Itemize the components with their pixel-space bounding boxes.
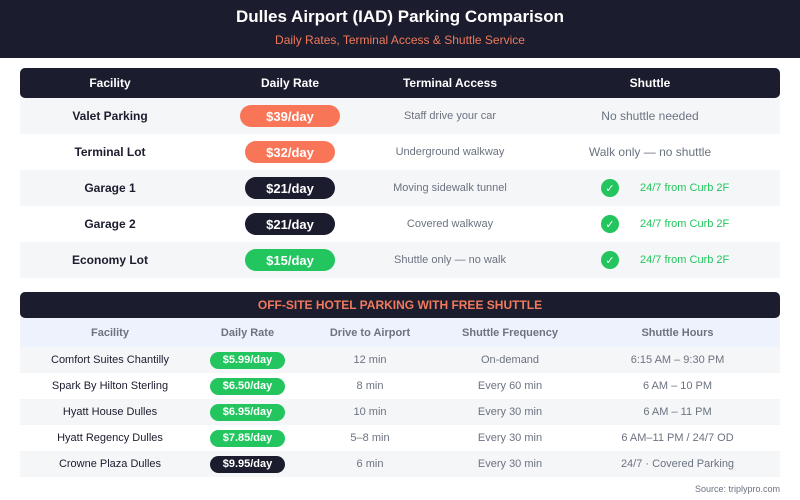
column-header-daily-rate: Daily Rate [260,76,320,90]
column-header-terminal-access: Terminal Access [402,76,498,90]
shuttle-text: 24/7 from Curb 2F [640,254,730,266]
shuttle-text: 24/7 from Curb 2F [640,182,730,194]
check-icon: ✓ [601,215,619,233]
hotel-name: Hyatt House Dulles [62,406,158,418]
shuttle-hours: 24/7 · Covered Parking [620,458,735,470]
terminal-access: Underground walkway [395,146,505,158]
table-row: Economy Lot $15/day Shuttle only — no wa… [20,242,780,278]
drive-time: 5–8 min [350,432,390,444]
terminal-access: Covered walkway [406,218,494,230]
shuttle-hours: 6 AM – 10 PM [642,380,713,392]
column-header-facility: Facility [89,76,131,90]
check-icon: ✓ [601,251,619,269]
shuttle-text: Walk only — no shuttle [588,145,712,159]
rate-badge: $5.99/day [210,351,285,369]
terminal-access: Shuttle only — no walk [394,254,506,266]
table-row: Hyatt House Dulles $6.95/day 10 min Ever… [20,399,780,425]
column-header-daily-rate: Daily Rate [220,326,275,339]
terminal-access: Moving sidewalk tunnel [393,182,507,194]
facility-name: Garage 1 [84,181,136,195]
table-row: Garage 1 $21/day Moving sidewalk tunnel … [20,170,780,206]
page-title: Dulles Airport (IAD) Parking Comparison [235,7,565,26]
header-band: Dulles Airport (IAD) Parking Comparison … [0,0,800,58]
shuttle-frequency: Every 30 min [477,458,543,470]
check-icon: ✓ [601,179,619,197]
shuttle-frequency: Every 60 min [477,380,543,392]
shuttle-hours: 6:15 AM – 9:30 PM [630,354,725,366]
table-header: Facility Daily Rate Drive to Airport Shu… [20,318,780,347]
column-header-shuttle-frequency: Shuttle Frequency [462,326,558,339]
rate-badge: $9.95/day [210,455,285,473]
facility-name: Garage 2 [84,217,136,231]
table-row: Garage 2 $21/day Covered walkway ✓ 24/7 … [20,206,780,242]
hotel-name: Comfort Suites Chantilly [51,354,169,366]
rate-badge: $21/day [245,177,335,199]
shuttle-hours: 6 AM–11 PM / 24/7 OD [621,432,734,444]
column-header-drive-to-airport: Drive to Airport [329,326,411,339]
terminal-parking-table: Facility Daily Rate Terminal Access Shut… [20,68,780,278]
table-row: Terminal Lot $32/day Underground walkway… [20,134,780,170]
shuttle-hours: 6 AM – 11 PM [643,406,712,418]
facility-name: Economy Lot [71,253,148,267]
rate-badge: $6.50/day [210,377,285,395]
table-row: Crowne Plaza Dulles $9.95/day 6 min Ever… [20,451,780,477]
hotel-parking-table: OFF-SITE HOTEL PARKING WITH FREE SHUTTLE… [20,292,780,477]
source-credit: Source: triplypro.com [694,484,780,494]
table-row: Comfort Suites Chantilly $5.99/day 12 mi… [20,347,780,373]
hotel-name: Spark By Hilton Sterling [51,380,169,392]
drive-time: 12 min [353,354,387,366]
rate-badge: $32/day [245,141,335,163]
rate-badge: $39/day [240,105,340,127]
table-row: Hyatt Regency Dulles $7.85/day 5–8 min E… [20,425,780,451]
shuttle-frequency: On-demand [480,354,540,366]
rate-badge: $6.95/day [210,403,285,421]
rate-badge: $15/day [245,249,335,271]
shuttle-frequency: Every 30 min [477,406,543,418]
rate-badge: $21/day [245,213,335,235]
hotel-name: Hyatt Regency Dulles [57,432,163,444]
table-row: Spark By Hilton Sterling $6.50/day 8 min… [20,373,780,399]
page-subtitle: Daily Rates, Terminal Access & Shuttle S… [275,33,525,47]
hotel-name: Crowne Plaza Dulles [58,458,162,470]
table-row: Valet Parking $39/day Staff drive your c… [20,98,780,134]
terminal-access: Staff drive your car [403,110,497,122]
facility-name: Terminal Lot [74,145,146,159]
column-header-shuttle-hours: Shuttle Hours [641,326,714,339]
column-header-shuttle: Shuttle [629,76,671,90]
drive-time: 8 min [356,380,384,392]
rate-badge: $7.85/day [210,429,285,447]
facility-name: Valet Parking [72,109,148,123]
shuttle-text: 24/7 from Curb 2F [640,218,730,230]
drive-time: 10 min [353,406,387,418]
column-header-facility: Facility [91,326,129,339]
shuttle-frequency: Every 30 min [477,432,543,444]
table-header: Facility Daily Rate Terminal Access Shut… [20,68,780,98]
shuttle-text: No shuttle needed [601,109,699,123]
hotel-section-banner: OFF-SITE HOTEL PARKING WITH FREE SHUTTLE [20,292,780,318]
drive-time: 6 min [356,458,384,470]
